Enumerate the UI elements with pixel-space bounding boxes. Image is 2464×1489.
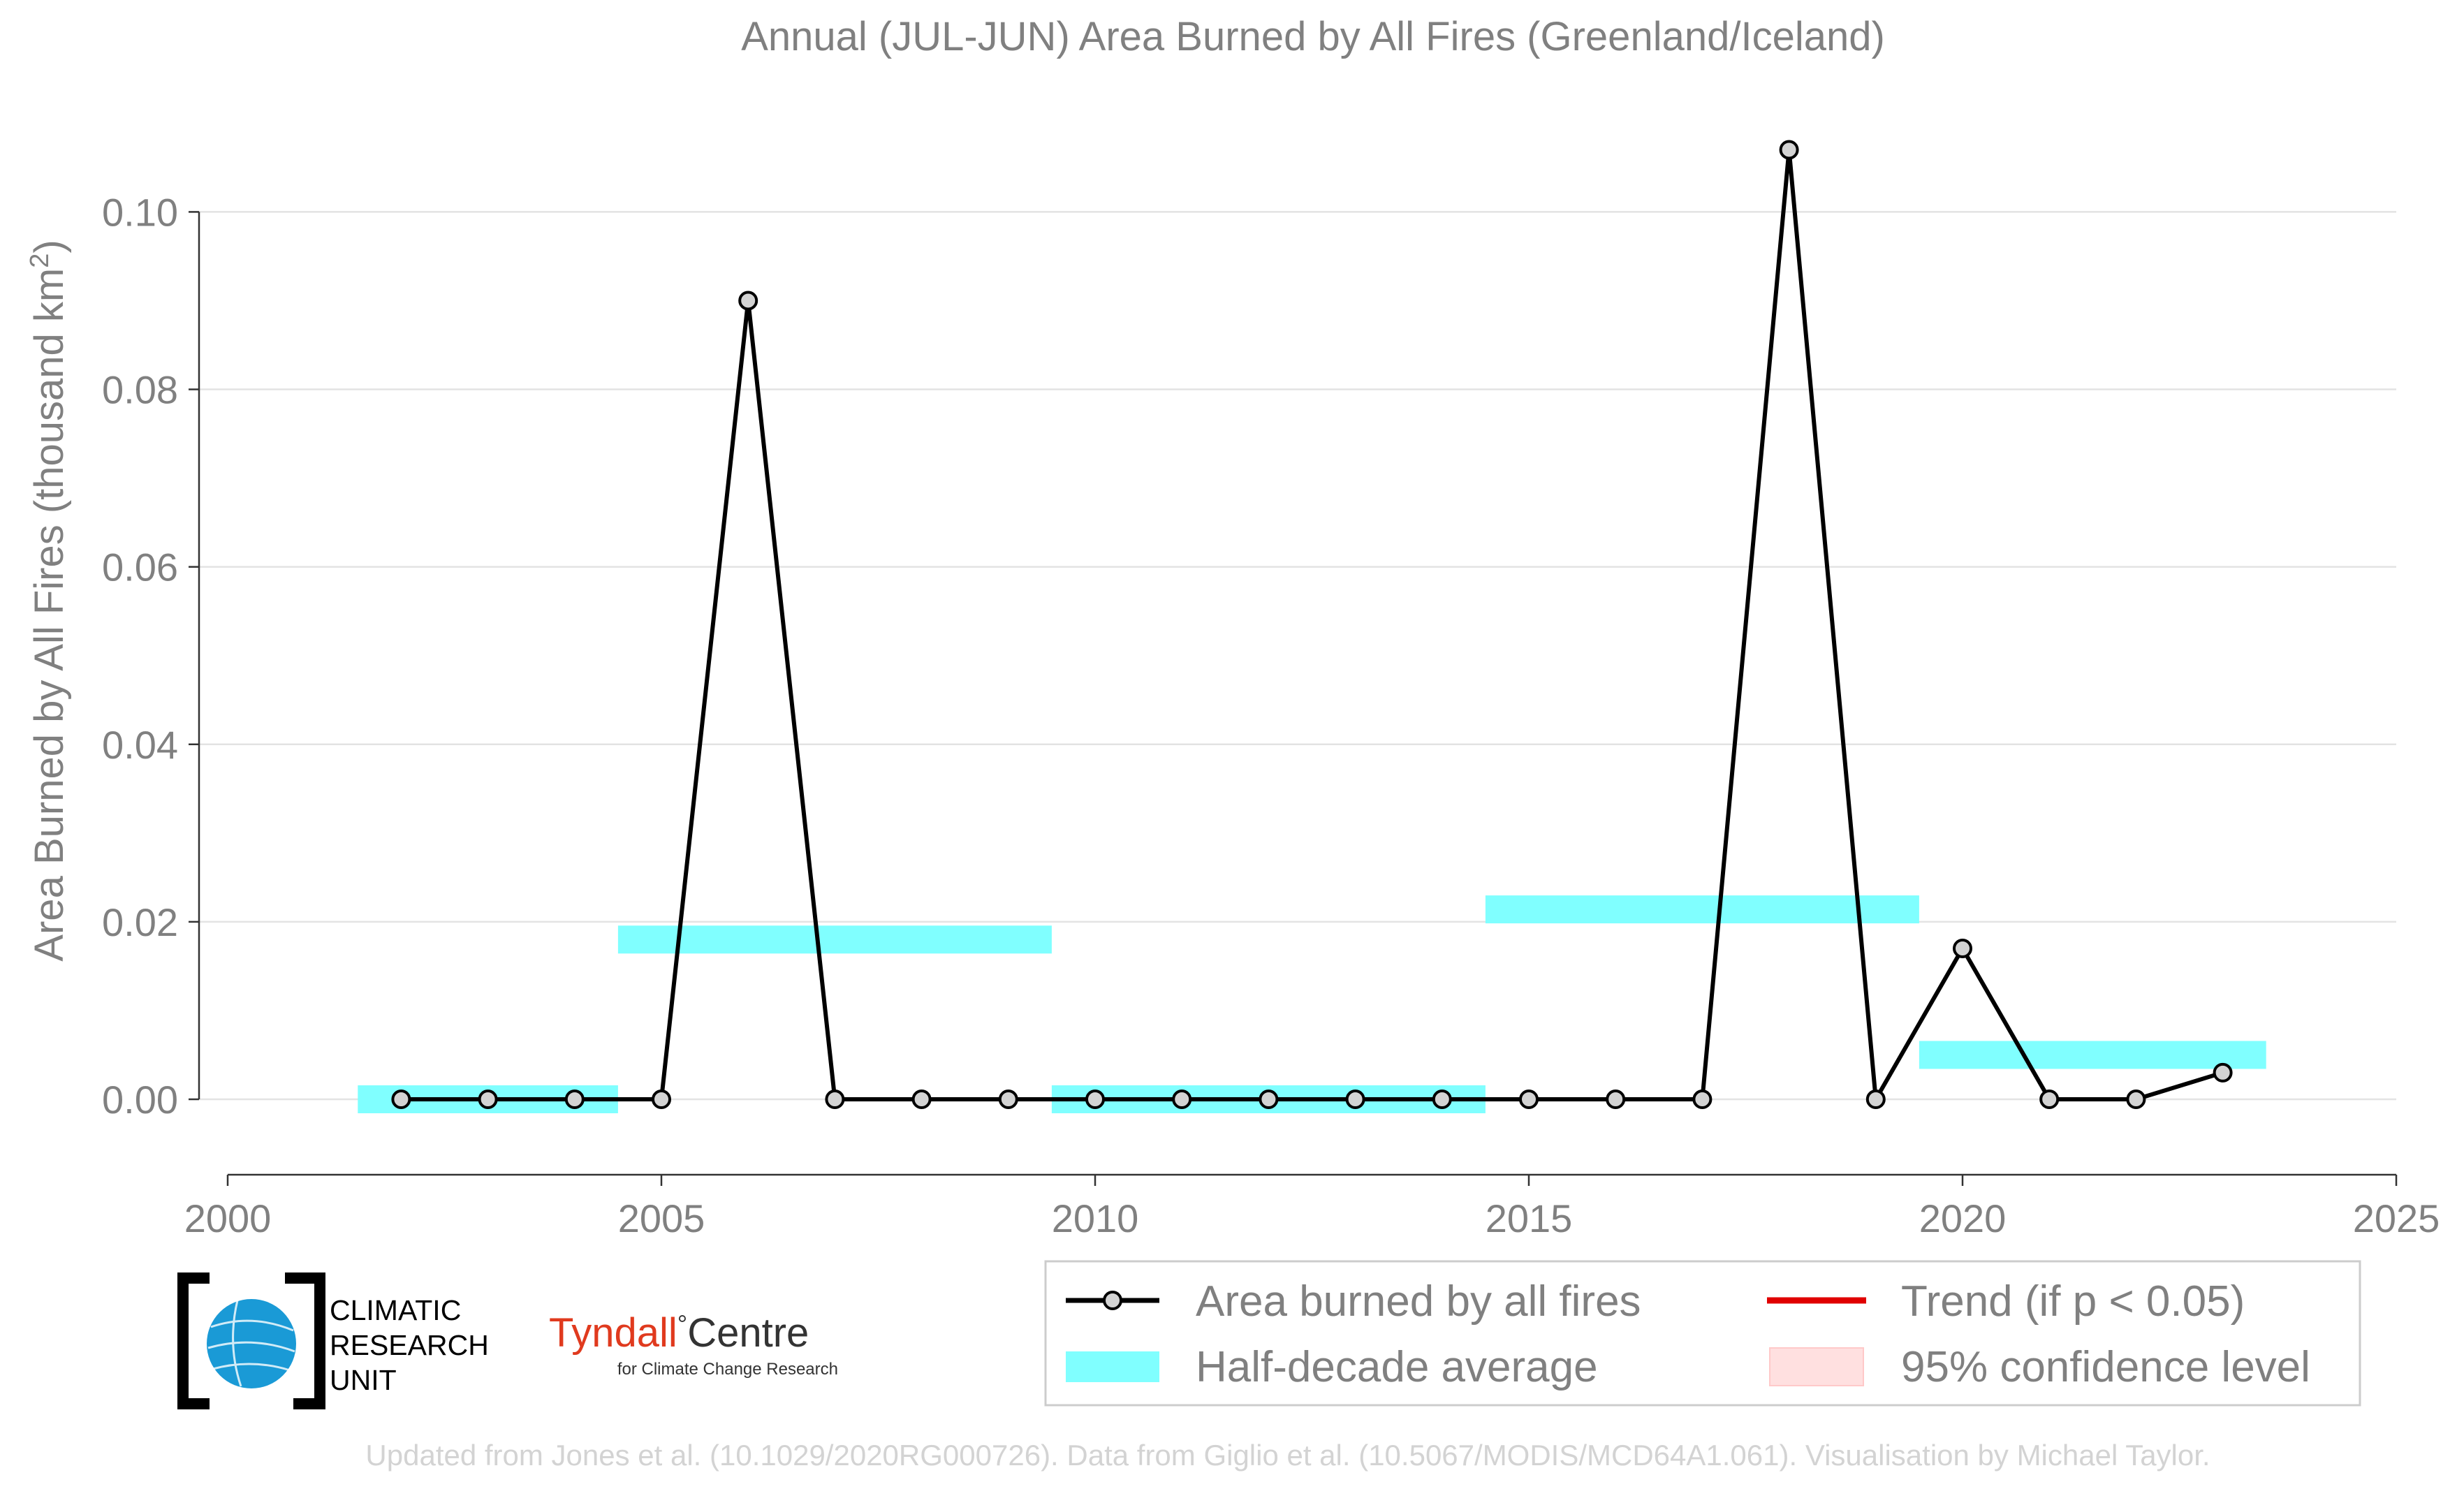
- legend-label-confidence: 95% confidence level: [1901, 1343, 2310, 1391]
- series-layer: [391, 140, 2233, 1109]
- data-point: [2213, 1062, 2233, 1083]
- series-line: [401, 147, 2224, 1101]
- data-point: [1606, 1090, 1626, 1109]
- x-tick-label: 2000: [184, 1196, 272, 1240]
- data-point: [1172, 1090, 1192, 1109]
- data-point: [564, 1090, 585, 1109]
- half-decade-band-layer: [358, 895, 2266, 1113]
- legend-label-trend: Trend (if p < 0.05): [1901, 1277, 2245, 1326]
- cru-bracket-icon: [177, 1272, 325, 1409]
- legend-marker-icon: [1103, 1291, 1122, 1310]
- axis-layer: 0.00 0.02 0.04 0.06 0.08 0.10 2000 2005 2010 2015…: [102, 190, 2440, 1240]
- legend-item-trend: Trend (if p < 0.05): [1767, 1277, 2245, 1326]
- data-point: [652, 1090, 671, 1109]
- legend-band-cyan-icon: [1066, 1351, 1159, 1382]
- y-axis-label: Area Burned by All Fires (thousand km2): [25, 240, 72, 961]
- cru-globe-icon: [207, 1299, 296, 1388]
- legend-item-half-decade: Half-decade average: [1066, 1343, 1598, 1391]
- y-tick-label: 0.10: [102, 190, 178, 234]
- grid-layer: [199, 211, 2396, 1101]
- chart-title: Annual (JUL-JUN) Area Burned by All Fire…: [741, 14, 1885, 59]
- legend-label-half-decade: Half-decade average: [1196, 1343, 1598, 1391]
- y-tick-label: 0.04: [102, 723, 178, 767]
- x-tick-label: 2025: [2353, 1196, 2440, 1240]
- legend-item-confidence: 95% confidence level: [1769, 1343, 2310, 1391]
- cru-globe-lines-icon: [207, 1300, 295, 1387]
- data-point: [1865, 1090, 1886, 1109]
- legend-frame: [1044, 1260, 2361, 1407]
- tyndall-wordmark: Tyndall°Centre: [549, 1310, 809, 1356]
- x-tick-label: 2015: [1486, 1196, 1573, 1240]
- cru-name-line1: CLIMATIC: [330, 1294, 461, 1326]
- legend-label-area-burned: Area burned by all fires: [1196, 1277, 1641, 1326]
- half-decade-band: [1485, 895, 1919, 924]
- data-point: [911, 1090, 932, 1109]
- y-tick-label: 0.02: [102, 900, 178, 944]
- y-tick-label: 0.08: [102, 368, 178, 412]
- x-tick-label: 2010: [1052, 1196, 1139, 1240]
- data-point: [1519, 1090, 1539, 1109]
- legend: Area burned by all fires Trend (if p < 0…: [1044, 1260, 2361, 1407]
- data-point: [738, 291, 758, 311]
- cru-name-line2: RESEARCH: [330, 1329, 489, 1361]
- data-point: [998, 1090, 1018, 1109]
- footer-credit: Updated from Jones et al. (10.1029/2020R…: [365, 1439, 2210, 1472]
- legend-item-area-burned: Area burned by all fires: [1066, 1277, 1641, 1326]
- half-decade-band: [1919, 1041, 2266, 1069]
- cru-logo: CLIMATIC RESEARCH UNIT: [177, 1272, 489, 1409]
- cru-name-line3: UNIT: [330, 1364, 397, 1396]
- data-point: [2039, 1090, 2060, 1109]
- tyndall-logo: Tyndall°Centre for Climate Change Resear…: [549, 1310, 838, 1379]
- data-point: [1345, 1090, 1365, 1109]
- data-point: [825, 1090, 845, 1109]
- x-tick-label: 2020: [1919, 1196, 2007, 1240]
- tyndall-subtitle: for Climate Change Research: [617, 1360, 838, 1379]
- data-point: [1432, 1090, 1452, 1109]
- y-tick-label: 0.06: [102, 545, 178, 589]
- x-tick-label: 2005: [618, 1196, 705, 1240]
- y-tick-label: 0.00: [102, 1078, 178, 1122]
- data-point: [1692, 1090, 1713, 1109]
- data-point: [1259, 1090, 1279, 1109]
- data-point: [1779, 140, 1799, 160]
- data-point: [391, 1090, 411, 1109]
- data-point: [1085, 1090, 1105, 1109]
- data-point: [1953, 939, 1972, 958]
- legend-band-pink-icon: [1769, 1347, 1864, 1386]
- data-point: [478, 1090, 498, 1109]
- data-point: [2126, 1090, 2146, 1109]
- half-decade-band: [617, 925, 1052, 954]
